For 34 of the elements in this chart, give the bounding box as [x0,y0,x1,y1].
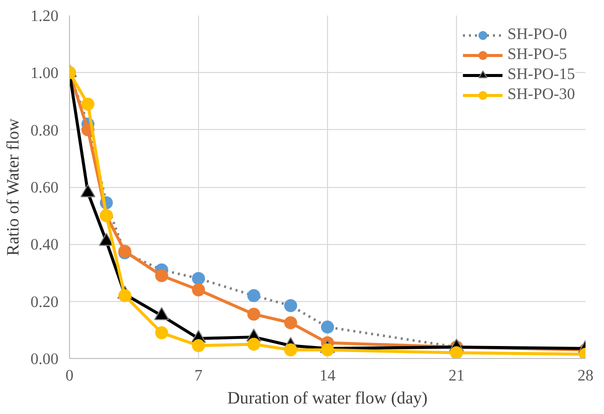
point [321,320,334,334]
y-tick-label: 0.20 [30,294,58,311]
point [284,299,298,312]
legend-label: SH-PO-0 [507,26,567,44]
x-tick-label: 0 [66,368,74,384]
x-axis-title: Duration of water flow (day) [227,388,428,408]
x-tick-label: 7 [194,368,202,384]
point [321,343,334,356]
y-tick-label: 0.60 [30,180,58,196]
point [247,338,260,351]
legend-label: SH-PO-30 [507,86,575,104]
point [155,326,168,340]
point [192,283,205,296]
point [118,289,132,302]
x-tick-label: 28 [578,368,594,384]
legend-label: SH-PO-5 [507,46,567,64]
point [192,272,205,285]
y-axis-title: Ratio of Water flow [4,118,22,256]
x-tick-label: 14 [320,368,336,384]
point [155,269,168,282]
y-tick-label: 0.40 [30,236,58,254]
y-tick-label: 0.00 [30,351,58,368]
point [192,339,205,352]
y-tick-label: 1.00 [30,65,58,82]
y-tick-label: 0.80 [30,122,58,140]
point [284,316,298,330]
y-tick-label: 1.20 [30,8,58,25]
point [284,343,298,356]
x-tick-label: 21 [448,368,464,384]
point [247,308,260,321]
legend-label: SH-PO-15 [507,66,575,84]
point [81,98,94,111]
point [247,289,260,302]
point [450,346,463,358]
